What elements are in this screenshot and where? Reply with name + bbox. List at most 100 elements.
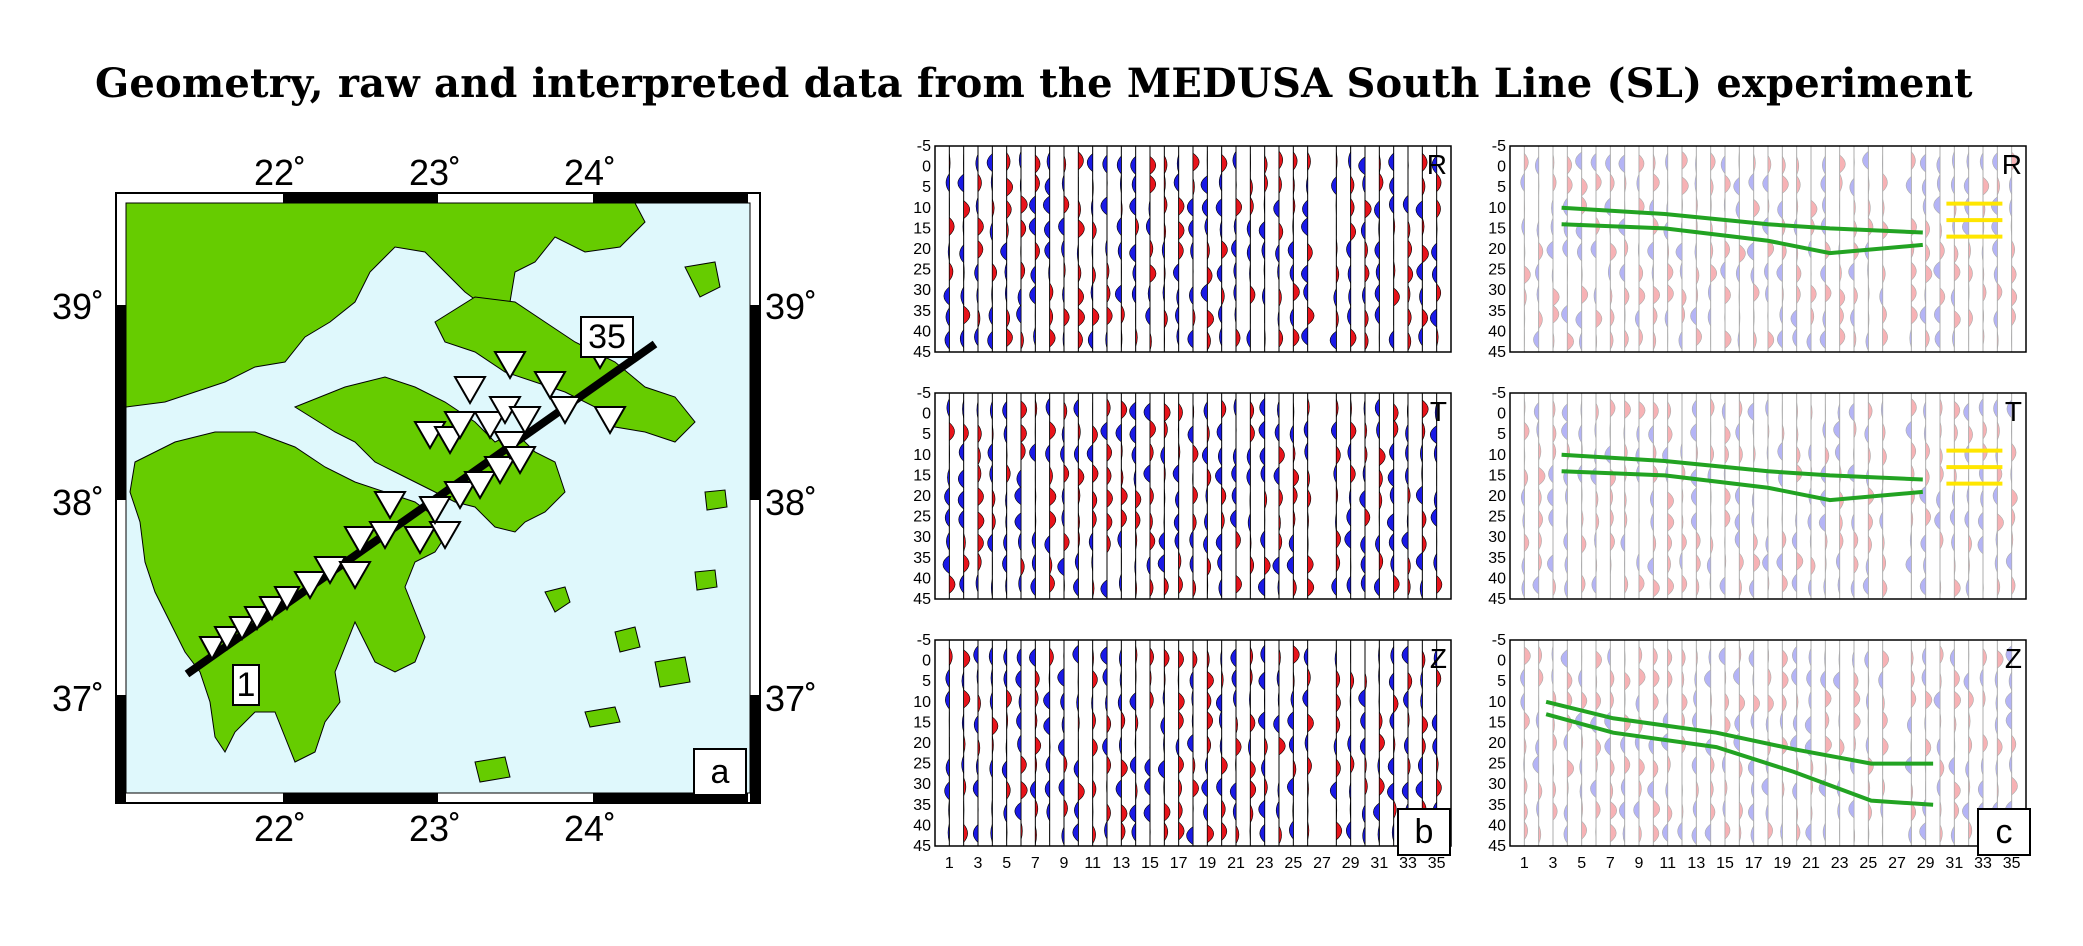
trace-lobe xyxy=(1307,469,1310,489)
trace xyxy=(1028,146,1041,352)
trace-lobe xyxy=(1567,155,1573,175)
trace-lobe xyxy=(1968,241,1971,260)
trace-lobe xyxy=(1909,329,1912,348)
trace-lobe xyxy=(1289,263,1294,284)
depth-tick-label: -5 xyxy=(1492,632,1506,649)
trace-lobe xyxy=(977,239,984,260)
trace-lobe xyxy=(949,421,955,442)
trace-lobe xyxy=(1868,176,1870,195)
trace-lobe xyxy=(1677,821,1683,842)
trace-lobe xyxy=(1362,174,1366,194)
trace-lobe xyxy=(1878,670,1883,691)
trace-lobe xyxy=(1624,306,1626,325)
trace-lobe xyxy=(1865,332,1869,351)
trace-lobe xyxy=(1782,780,1785,799)
trace xyxy=(1346,640,1355,846)
trace-lobe xyxy=(1144,757,1151,778)
trace xyxy=(1186,640,1199,846)
trace xyxy=(1919,393,1931,599)
trace-lobe xyxy=(1336,239,1338,258)
trace-lobe xyxy=(1164,802,1171,822)
trace-lobe xyxy=(1982,176,1990,196)
trace-lobe xyxy=(1620,734,1625,755)
trace-lobe xyxy=(1420,692,1423,711)
trace-lobe xyxy=(1121,468,1124,487)
trace-lobe xyxy=(1648,424,1654,445)
trace-lobe xyxy=(961,755,964,774)
trace-lobe xyxy=(1189,529,1194,550)
trace-lobe xyxy=(1364,263,1370,284)
lon-label-top-23: 23˚ xyxy=(409,152,462,193)
station-tick-label: 9 xyxy=(1060,855,1069,872)
trace-lobe xyxy=(1911,689,1917,709)
trace-lobe xyxy=(1695,155,1697,174)
trace-lobe xyxy=(1364,308,1369,329)
trace-lobe xyxy=(977,533,984,553)
trace-lobe xyxy=(1822,309,1826,330)
trace-lobe xyxy=(1992,485,1998,506)
trace-lobe xyxy=(1724,425,1731,445)
trace-lobe xyxy=(1581,534,1587,554)
trace-lobe xyxy=(1129,424,1136,444)
trace-lobe xyxy=(1849,177,1855,197)
trace-lobe xyxy=(1651,263,1654,283)
trace-lobe xyxy=(1837,403,1840,422)
trace-lobe xyxy=(1524,776,1528,797)
trace-lobe xyxy=(1839,154,1846,174)
component-label: R xyxy=(2002,149,2022,180)
trace-lobe xyxy=(1277,781,1280,800)
trace-lobe xyxy=(1636,553,1640,572)
trace-lobe xyxy=(1178,551,1182,571)
trace-lobe xyxy=(1595,755,1598,774)
trace-lobe xyxy=(1117,240,1122,261)
trace-lobe xyxy=(1073,444,1079,464)
trace-lobe xyxy=(1431,242,1437,262)
trace-lobe xyxy=(2005,551,2012,571)
trace-lobe xyxy=(963,533,966,552)
component-label: R xyxy=(1427,149,1447,180)
trace-lobe xyxy=(963,649,971,669)
trace-lobe xyxy=(1638,400,1646,421)
depth-tick-label: 35 xyxy=(1488,550,1506,567)
trace-lobe xyxy=(1761,777,1769,797)
trace-lobe xyxy=(1710,711,1713,730)
trace-lobe xyxy=(1046,151,1050,172)
trace-lobe xyxy=(1358,156,1366,176)
trace-lobe xyxy=(1618,800,1625,821)
trace-lobe xyxy=(1724,487,1731,507)
trace xyxy=(1303,393,1315,599)
lon-label-bottom-24: 24˚ xyxy=(564,808,617,849)
trace-lobe xyxy=(1221,399,1227,419)
trace-lobe xyxy=(1653,759,1659,779)
trace xyxy=(974,146,984,352)
trace xyxy=(944,640,953,846)
trace-lobe xyxy=(1420,671,1423,690)
trace-lobe xyxy=(1724,508,1731,529)
trace-lobe xyxy=(1261,758,1265,778)
trace-lobe xyxy=(1551,667,1554,686)
trace-lobe xyxy=(1806,668,1812,689)
trace-lobe xyxy=(1106,397,1111,418)
trace-lobe xyxy=(1911,261,1917,281)
trace-lobe xyxy=(1192,485,1198,505)
trace-lobe xyxy=(1867,261,1869,280)
trace-lobe xyxy=(1882,172,1888,193)
trace-lobe xyxy=(1939,672,1942,691)
trace-lobe xyxy=(1595,403,1599,422)
trace-lobe xyxy=(1277,310,1280,329)
trace-lobe xyxy=(1834,442,1840,463)
trace-lobe xyxy=(1567,671,1573,691)
trace-lobe xyxy=(1390,645,1394,666)
trace-lobe xyxy=(1865,736,1869,755)
depth-tick-label: 40 xyxy=(1488,817,1506,834)
trace-lobe xyxy=(1591,574,1597,595)
trace-lobe xyxy=(1562,238,1568,258)
trace-lobe xyxy=(1538,241,1544,262)
trace-lobe xyxy=(1233,397,1237,417)
trace-lobe xyxy=(1178,800,1183,821)
trace-lobe xyxy=(1866,692,1869,711)
trace-lobe xyxy=(1063,194,1070,215)
depth-tick-label: 30 xyxy=(1488,529,1506,546)
trace-lobe xyxy=(1724,174,1731,194)
trace-lobe xyxy=(947,468,950,487)
